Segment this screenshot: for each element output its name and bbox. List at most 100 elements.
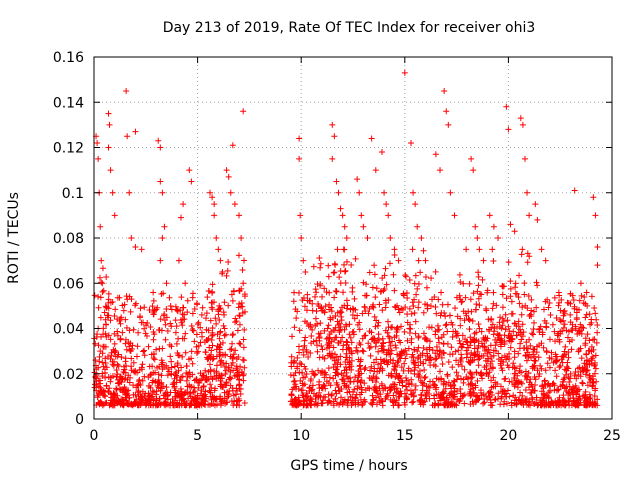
data-point bbox=[422, 257, 429, 264]
data-point bbox=[368, 329, 375, 336]
data-point bbox=[352, 374, 359, 381]
data-point bbox=[221, 389, 228, 396]
data-point bbox=[202, 367, 209, 374]
data-point bbox=[321, 327, 328, 334]
data-point bbox=[205, 327, 212, 334]
data-point bbox=[583, 361, 590, 368]
data-point bbox=[412, 318, 419, 325]
data-point bbox=[369, 392, 376, 399]
data-point bbox=[98, 387, 105, 394]
data-point bbox=[561, 384, 568, 391]
data-point bbox=[433, 375, 440, 382]
data-point bbox=[528, 354, 535, 361]
data-point bbox=[422, 373, 429, 380]
data-point bbox=[337, 361, 344, 368]
data-point bbox=[390, 402, 397, 409]
data-point bbox=[288, 359, 295, 366]
data-point bbox=[586, 311, 593, 318]
data-point bbox=[114, 371, 121, 378]
data-point bbox=[370, 301, 377, 308]
data-point bbox=[467, 359, 474, 366]
data-point bbox=[337, 308, 344, 315]
data-point bbox=[99, 373, 106, 380]
data-point bbox=[391, 252, 398, 259]
data-point bbox=[366, 385, 373, 392]
data-point bbox=[99, 265, 106, 272]
data-point bbox=[202, 388, 209, 395]
data-point bbox=[330, 269, 337, 276]
data-point bbox=[391, 381, 398, 388]
data-point bbox=[556, 364, 563, 371]
data-point bbox=[404, 337, 411, 344]
data-point bbox=[531, 357, 538, 364]
data-point bbox=[399, 382, 406, 389]
data-point bbox=[482, 305, 489, 312]
data-point bbox=[222, 331, 229, 338]
data-point bbox=[525, 293, 532, 300]
data-point bbox=[422, 273, 429, 280]
data-point bbox=[102, 343, 109, 350]
data-point bbox=[237, 303, 244, 310]
data-point bbox=[526, 253, 533, 260]
data-point bbox=[582, 388, 589, 395]
data-point bbox=[100, 287, 107, 294]
data-point bbox=[453, 369, 460, 376]
data-point bbox=[352, 306, 359, 313]
data-point bbox=[105, 332, 112, 339]
data-point bbox=[140, 348, 147, 355]
data-point bbox=[234, 327, 241, 334]
data-point bbox=[421, 375, 428, 382]
data-point bbox=[464, 344, 471, 351]
data-point bbox=[183, 377, 190, 384]
data-point bbox=[157, 144, 164, 151]
data-point bbox=[105, 290, 112, 297]
data-point bbox=[557, 362, 564, 369]
data-point bbox=[501, 338, 508, 345]
data-point bbox=[451, 212, 458, 219]
data-point bbox=[112, 306, 119, 313]
data-point bbox=[199, 304, 206, 311]
data-point bbox=[181, 335, 188, 342]
data-point bbox=[194, 399, 201, 406]
data-point bbox=[447, 401, 454, 408]
data-point bbox=[290, 298, 297, 305]
data-point bbox=[145, 374, 152, 381]
data-point bbox=[388, 324, 395, 331]
data-point bbox=[439, 361, 446, 368]
data-point bbox=[472, 223, 479, 230]
data-point bbox=[238, 369, 245, 376]
data-point bbox=[304, 297, 311, 304]
data-point bbox=[100, 331, 107, 338]
data-point bbox=[560, 324, 567, 331]
data-point bbox=[207, 381, 214, 388]
data-point bbox=[373, 317, 380, 324]
data-point bbox=[230, 402, 237, 409]
data-point bbox=[340, 246, 347, 253]
data-point bbox=[225, 173, 232, 180]
data-point bbox=[340, 289, 347, 296]
data-point bbox=[390, 357, 397, 364]
data-point bbox=[497, 314, 504, 321]
data-point bbox=[584, 382, 591, 389]
data-point bbox=[442, 385, 449, 392]
data-point bbox=[382, 327, 389, 334]
data-point bbox=[546, 364, 553, 371]
data-point bbox=[174, 402, 181, 409]
data-point bbox=[526, 379, 533, 386]
data-point bbox=[210, 396, 217, 403]
data-point bbox=[512, 365, 519, 372]
data-point bbox=[173, 323, 180, 330]
data-point bbox=[289, 333, 296, 340]
data-point bbox=[290, 378, 297, 385]
data-point bbox=[150, 311, 157, 318]
data-point bbox=[149, 303, 156, 310]
data-point bbox=[495, 235, 502, 241]
data-point bbox=[241, 364, 248, 371]
data-point bbox=[109, 189, 116, 196]
data-point bbox=[457, 278, 464, 285]
data-point bbox=[213, 353, 220, 360]
data-point bbox=[489, 321, 496, 328]
data-point bbox=[312, 286, 319, 293]
x-tick-label: 0 bbox=[90, 428, 99, 444]
